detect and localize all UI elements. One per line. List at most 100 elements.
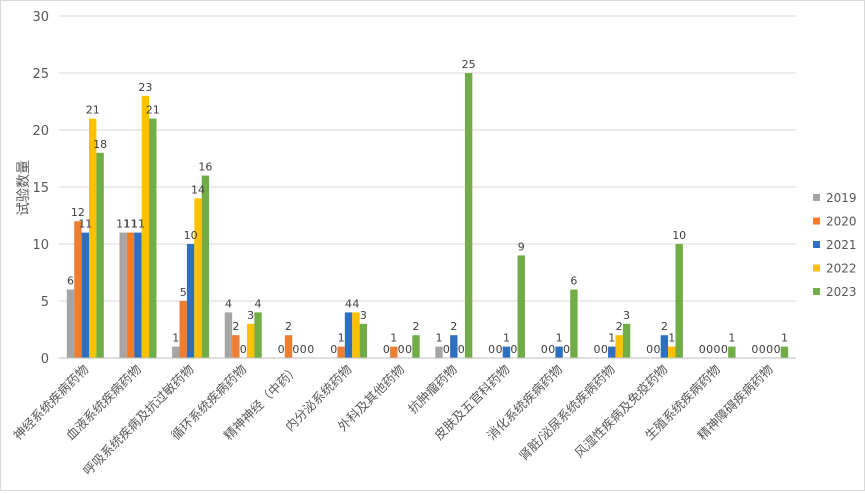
bar-value-label: 1 xyxy=(608,332,615,345)
bar xyxy=(668,346,676,358)
bar-value-label: 10 xyxy=(184,229,198,242)
bar-value-label: 10 xyxy=(672,229,686,242)
bar xyxy=(134,232,142,358)
bar xyxy=(517,255,525,358)
bar xyxy=(201,175,210,358)
bar-value-label: 9 xyxy=(518,240,525,253)
bars xyxy=(66,73,789,359)
legend-swatch xyxy=(813,194,820,201)
bar-value-label: 0 xyxy=(601,343,608,356)
bar-value-label: 4 xyxy=(352,297,359,310)
bar-value-label: 0 xyxy=(496,343,503,356)
bar-value-label: 2 xyxy=(285,320,292,333)
bar-value-label: 11 xyxy=(131,218,145,231)
y-tick-label: 30 xyxy=(32,10,49,25)
bar-value-label: 0 xyxy=(278,343,285,356)
x-category-label: 抗肿瘤药物 xyxy=(405,362,460,417)
bar xyxy=(728,346,736,358)
bar-value-label: 16 xyxy=(198,161,212,174)
bar xyxy=(89,118,97,358)
y-tick-label: 15 xyxy=(32,181,49,196)
bar-value-label: 0 xyxy=(383,343,390,356)
bar-value-label: 0 xyxy=(292,343,299,356)
bar xyxy=(246,323,255,358)
bar xyxy=(172,346,180,358)
bar-value-label: 0 xyxy=(714,343,721,356)
x-category-label: 风湿性疾病及免疫药物 xyxy=(572,362,671,461)
bar-value-label: 0 xyxy=(488,343,495,356)
bar xyxy=(254,312,262,358)
bar-value-label: 0 xyxy=(541,343,548,356)
bar xyxy=(675,244,683,358)
bar xyxy=(352,312,360,358)
x-category-label: 肾脏/泌尿系统疾病药物 xyxy=(516,362,618,464)
bar-value-label: 0 xyxy=(563,343,570,356)
bar xyxy=(344,312,353,358)
bar-value-label: 0 xyxy=(721,343,728,356)
bar-value-label: 0 xyxy=(300,343,307,356)
bar xyxy=(179,301,187,358)
legend-swatch xyxy=(813,264,820,272)
bar-value-label: 2 xyxy=(450,320,457,333)
bar xyxy=(149,118,157,358)
bar xyxy=(660,335,669,358)
bar-value-label: 3 xyxy=(360,309,367,322)
bar-value-label: 0 xyxy=(774,343,781,356)
bar xyxy=(359,323,368,358)
bar-value-label: 5 xyxy=(180,286,187,299)
bar-value-label: 0 xyxy=(405,343,412,356)
bar-value-label: 0 xyxy=(699,343,706,356)
bar-value-label: 0 xyxy=(593,343,600,356)
bar-value-label: 4 xyxy=(345,297,352,310)
bar-value-label: 3 xyxy=(623,309,630,322)
bar-value-label: 0 xyxy=(548,343,555,356)
bar-value-label: 1 xyxy=(338,332,345,345)
bar-value-label: 0 xyxy=(646,343,653,356)
bar-value-label: 1 xyxy=(556,332,563,345)
bar xyxy=(232,335,240,358)
bar xyxy=(74,221,82,358)
bar-value-label: 11 xyxy=(124,218,138,231)
bar-value-label: 0 xyxy=(458,343,465,356)
bar-value-label: 0 xyxy=(443,343,450,356)
bar xyxy=(502,346,511,358)
bar xyxy=(66,289,75,358)
bar-value-label: 0 xyxy=(398,343,405,356)
bar-value-label: 1 xyxy=(390,332,397,345)
bar-value-label: 3 xyxy=(247,309,254,322)
legend: 2019 2020 2021 2022 2023 xyxy=(813,191,857,299)
bar-value-label: 0 xyxy=(766,343,773,356)
bar xyxy=(390,346,398,358)
bar xyxy=(224,312,233,358)
bar-value-label: 1 xyxy=(172,332,179,345)
bar-value-label: 12 xyxy=(71,206,85,219)
legend-swatch xyxy=(813,241,820,248)
bar-value-label: 0 xyxy=(330,343,337,356)
y-tick-label: 10 xyxy=(32,238,49,253)
legend-label: 2019 xyxy=(826,191,857,205)
bar-value-label: 6 xyxy=(570,275,577,288)
bar xyxy=(464,73,473,358)
bar-value-label: 1 xyxy=(668,332,675,345)
y-tick-label: 0 xyxy=(41,352,49,367)
bar-value-label: 4 xyxy=(255,297,262,310)
y-tick-label: 5 xyxy=(41,295,49,310)
bar xyxy=(608,346,616,358)
bar-value-label: 25 xyxy=(462,58,476,71)
bar-value-label: 1 xyxy=(728,332,735,345)
legend-label: 2020 xyxy=(826,215,857,229)
bar xyxy=(412,335,420,358)
bar xyxy=(780,346,789,358)
bar xyxy=(622,323,631,358)
y-tick-label: 20 xyxy=(32,124,49,139)
bar xyxy=(96,152,104,358)
bar-value-label: 0 xyxy=(759,343,766,356)
bar xyxy=(435,346,443,358)
bar xyxy=(337,346,345,358)
gridlines xyxy=(59,15,796,302)
bar-value-label: 4 xyxy=(225,297,232,310)
bar-value-label: 18 xyxy=(93,138,107,151)
